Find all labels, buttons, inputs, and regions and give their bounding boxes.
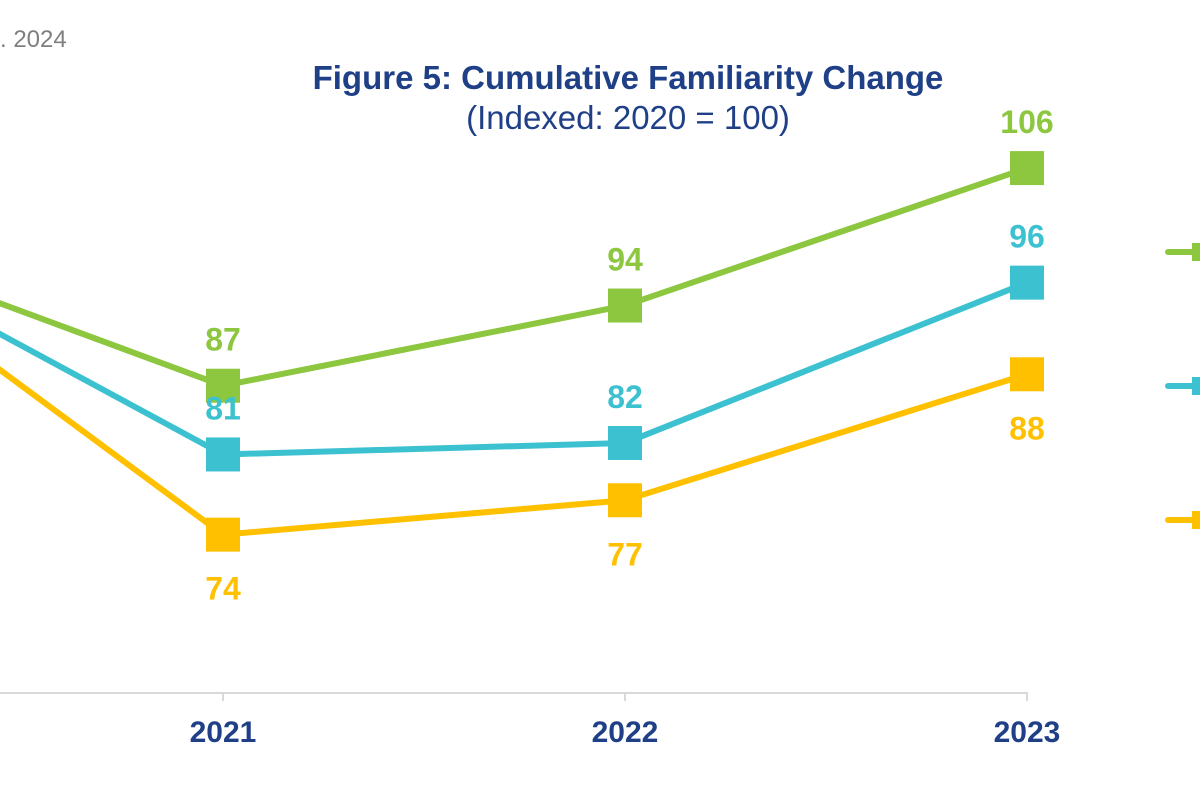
series-1-data-label-2022: 82 [607,379,643,415]
series-1-data-label-2023: 96 [1009,219,1045,255]
legend-marker-2 [1192,511,1200,529]
series-2-data-label-2021: 74 [205,571,241,607]
series-layer: 87 94 106 81 82 96 74 77 88 [0,104,1054,607]
series-0-marker-2023 [1010,151,1044,186]
series-1: 81 82 96 [0,219,1045,472]
chart-title: Figure 5: Cumulative Familiarity Change [312,59,944,96]
series-0-data-label-2023: 106 [1000,104,1053,140]
series-1-marker-2021 [206,437,240,472]
series-1-data-label-2021: 81 [205,390,241,426]
series-2-marker-2023 [1010,357,1044,392]
series-1-marker-2023 [1010,265,1044,300]
series-2-line [0,366,1028,538]
x-tick-label-2023: 2023 [994,716,1061,749]
legend-marker-0 [1192,243,1200,261]
series-1-line [0,279,1029,458]
series-2-marker-2022 [608,483,642,518]
series-1-marker-2022 [608,426,642,460]
series-0: 87 94 106 [0,104,1054,403]
legend-marker-1 [1192,377,1200,395]
series-2-marker-2021 [206,517,240,552]
chart-title-block: Figure 5: Cumulative Familiarity Change … [228,58,1028,138]
legend [1165,243,1200,529]
series-0-data-label-2022: 94 [607,242,643,278]
corner-note: . 2024 [0,26,67,53]
series-2-data-label-2023: 88 [1009,410,1045,446]
x-axis: 2021 2022 2023 [0,692,1061,749]
series-0-line [0,165,1028,389]
series-2: 74 77 88 [0,357,1045,607]
series-2-data-label-2022: 77 [607,536,643,572]
series-0-marker-2022 [608,288,642,323]
series-0-marker-2021 [206,368,240,403]
series-0-data-label-2021: 87 [205,322,241,358]
x-tick-label-2022: 2022 [592,716,659,749]
x-tick-label-2021: 2021 [190,716,257,749]
chart-subtitle: (Indexed: 2020 = 100) [466,99,790,136]
